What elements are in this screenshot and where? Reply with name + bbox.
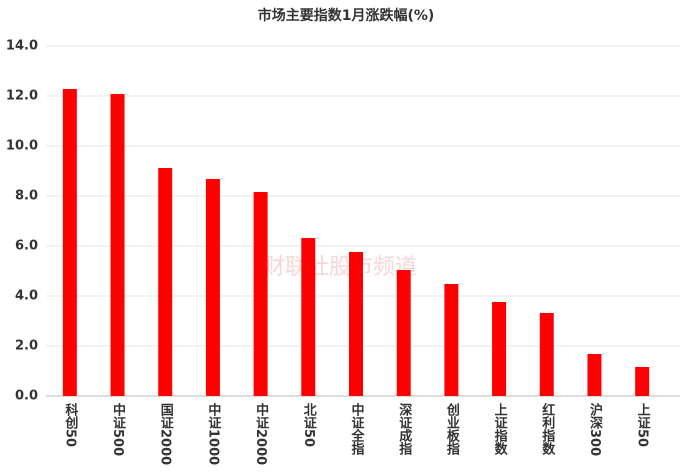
y-tick-label: 8.0: [15, 189, 38, 204]
x-tick-label: 科创50: [62, 402, 79, 447]
y-tick-label: 6.0: [15, 239, 38, 254]
y-tick-label: 4.0: [15, 289, 38, 304]
x-tick-label: 中证500: [110, 402, 126, 456]
bar: [396, 270, 411, 396]
y-tick-label: 0.0: [15, 389, 38, 404]
x-tick-label: 上证50: [635, 403, 651, 447]
y-tick-label: 12.0: [6, 89, 38, 104]
x-tick-label: 中证全指: [349, 402, 366, 456]
bar: [492, 302, 507, 396]
y-tick-label: 2.0: [15, 339, 38, 354]
x-tick-label: 沪深300: [587, 402, 603, 456]
x-tick-label: 中证1000: [205, 402, 221, 465]
x-tick-label: 中证2000: [253, 402, 269, 465]
x-tick-label: 深证成指: [396, 402, 412, 456]
bar: [62, 89, 77, 396]
x-tick-label: 北证50: [301, 403, 317, 447]
x-tick-label: 上证指数: [492, 403, 508, 456]
bar: [205, 179, 220, 396]
bar: [110, 94, 125, 396]
bar: [301, 238, 316, 396]
y-tick-label: 14.0: [6, 39, 38, 54]
x-tick-label: 红利指数: [539, 402, 555, 456]
x-tick-label: 国证2000: [158, 403, 174, 465]
bar: [349, 252, 363, 396]
x-tick-label: 创业板指: [444, 402, 461, 456]
watermark: 财联社股市频道: [263, 255, 417, 280]
bar: [158, 168, 173, 396]
bar: [539, 313, 554, 396]
bar: [587, 354, 602, 396]
y-tick-label: 10.0: [6, 139, 38, 154]
chart-title: 市场主要指数1月涨跌幅(%): [258, 7, 435, 24]
bar: [253, 192, 268, 396]
bar: [635, 367, 650, 396]
bar: [444, 284, 459, 396]
